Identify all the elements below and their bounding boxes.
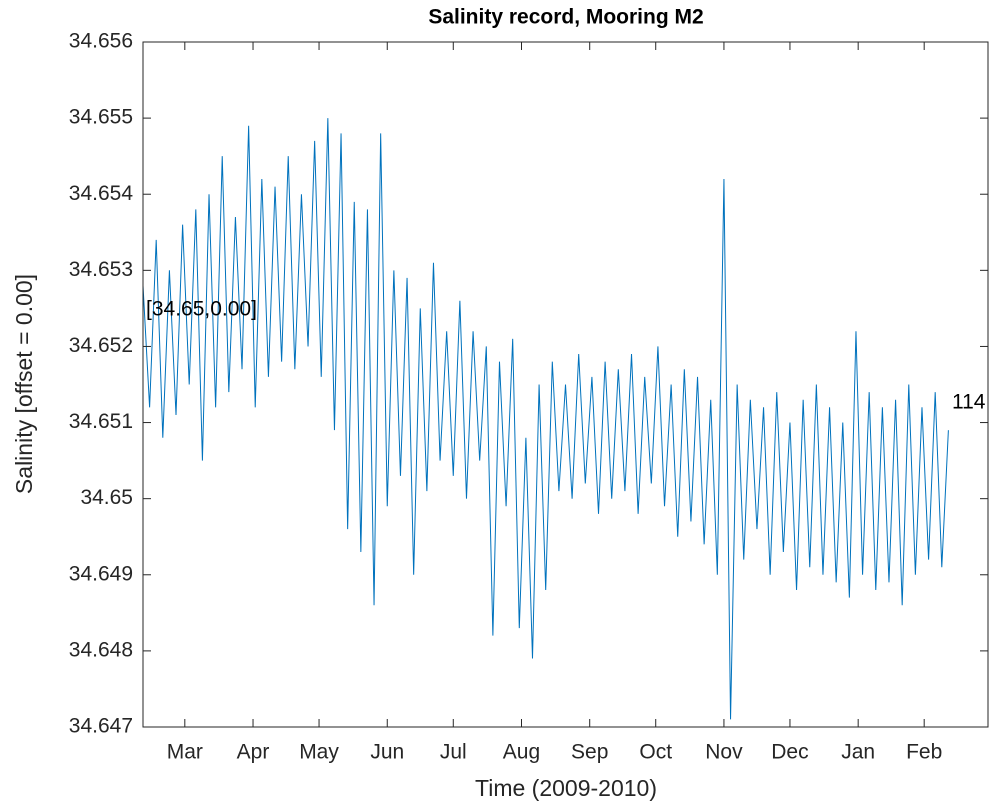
annotation: 114: [952, 391, 986, 414]
y-tick-label: 34.652: [69, 334, 133, 357]
y-tick-label: 34.65: [80, 486, 133, 509]
y-tick-label: 34.653: [69, 258, 133, 281]
x-tick-label: Apr: [237, 741, 270, 764]
x-tick-label: Sep: [571, 741, 608, 764]
y-tick-label: 34.648: [69, 638, 133, 661]
x-axis-label: Time (2009-2010): [475, 775, 657, 801]
y-tick-label: 34.649: [69, 562, 133, 585]
y-tick-label: 34.651: [69, 410, 133, 433]
plot-frame: [142, 41, 989, 728]
x-tick-label: Mar: [167, 741, 203, 764]
chart-title: Salinity record, Mooring M2: [428, 6, 703, 29]
x-tick-label: May: [299, 741, 339, 764]
y-tick-label: 34.655: [69, 106, 133, 129]
x-tick-label: Jan: [841, 741, 875, 764]
x-tick-label: Jul: [440, 741, 467, 764]
y-tick-label: 34.654: [69, 182, 134, 205]
x-tick-label: Nov: [705, 741, 743, 764]
data-line: [142, 118, 949, 720]
x-tick-label: Aug: [503, 741, 540, 764]
x-tick-label: Jun: [370, 741, 404, 764]
x-tick-label: Oct: [639, 741, 672, 764]
x-tick-label: Feb: [906, 741, 942, 764]
x-tick-label: Dec: [771, 741, 808, 764]
y-tick-label: 34.656: [69, 30, 133, 53]
y-axis-label: Salinity [offset = 0.00]: [11, 274, 37, 494]
y-tick-label: 34.647: [69, 715, 133, 738]
annotation: [34.65,0.00]: [146, 298, 257, 321]
